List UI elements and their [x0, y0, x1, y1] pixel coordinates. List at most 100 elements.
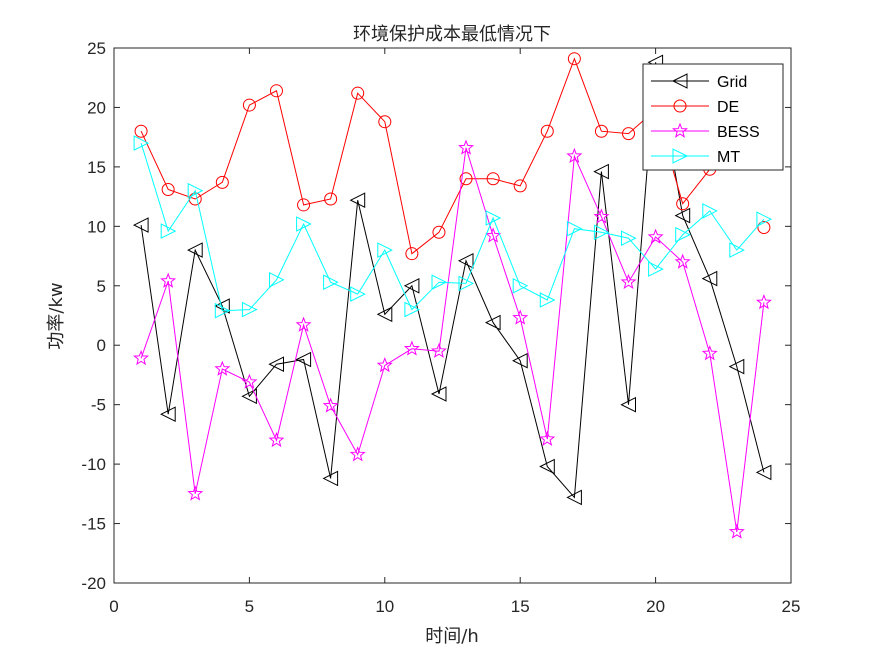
data-point-grid: [566, 489, 582, 506]
data-point-mt: [539, 292, 556, 308]
chart-title: 环境保护成本最低情况下: [353, 24, 551, 45]
x-tick-label: 0: [109, 597, 118, 616]
data-point-grid: [674, 207, 691, 224]
legend-label: MT: [717, 149, 740, 166]
data-point-mt: [269, 271, 285, 288]
legend-label: DE: [717, 99, 739, 116]
data-point-bess: [322, 397, 339, 413]
y-tick-label: 25: [87, 39, 106, 58]
data-point-mt: [648, 261, 664, 277]
data-point-bess: [701, 345, 718, 361]
data-point-mt: [621, 230, 637, 247]
data-point-grid: [349, 192, 366, 209]
data-point-de: [459, 172, 473, 186]
y-tick-label: 15: [87, 158, 106, 177]
y-tick-label: -15: [81, 515, 106, 534]
y-tick-label: 0: [97, 336, 106, 355]
data-point-de: [622, 127, 636, 141]
legend-item-grid: Grid: [651, 73, 747, 91]
data-point-bess: [728, 523, 745, 539]
data-point-de: [269, 84, 283, 98]
data-point-mt: [702, 203, 718, 219]
data-point-bess: [349, 446, 366, 462]
data-point-mt: [296, 216, 312, 232]
x-tick-label: 5: [245, 597, 254, 616]
data-point-bess: [430, 342, 447, 358]
data-point-mt: [404, 301, 421, 318]
data-point-bess: [187, 485, 204, 501]
y-tick-label: -5: [91, 396, 106, 415]
x-tick-label: 25: [782, 597, 801, 616]
legend-marker: [673, 99, 687, 113]
data-point-grid: [728, 358, 745, 375]
data-point-grid: [620, 396, 636, 413]
legend-item-bess: BESS: [651, 122, 760, 141]
data-point-mt: [350, 286, 366, 302]
data-point-mt: [458, 275, 475, 292]
data-point-grid: [295, 351, 312, 368]
axes: 0 5 10 15 20 25 -20 -15 -10 -5 0 5 10 15 20 25: [81, 39, 800, 616]
legend-box: [642, 63, 784, 171]
data-point-mt: [729, 242, 745, 258]
data-point-de: [594, 124, 608, 138]
data-point-grid: [701, 270, 718, 287]
data-point-bess: [566, 147, 583, 164]
x-axis-label: 时间/h: [425, 626, 478, 647]
data-point-de: [757, 221, 771, 235]
data-point-mt: [323, 274, 339, 291]
data-point-bess: [160, 272, 177, 288]
data-point-grid: [593, 163, 609, 180]
data-point-bess: [214, 360, 231, 376]
y-tick-label: 5: [97, 277, 106, 296]
data-point-grid: [539, 458, 555, 475]
data-point-de: [242, 98, 256, 112]
data-point-mt: [241, 301, 258, 318]
data-point-grid: [132, 217, 149, 233]
data-point-bess: [403, 340, 420, 356]
series-de: [134, 52, 771, 261]
data-point-de: [351, 86, 365, 100]
axes-box: [113, 47, 792, 584]
data-point-grid: [322, 470, 339, 487]
data-point-mt: [593, 224, 610, 241]
legend-marker: [671, 122, 689, 138]
data-point-mt: [187, 182, 204, 199]
data-point-grid: [512, 352, 528, 369]
data-point-bess: [458, 139, 475, 155]
data-point-bess: [620, 273, 637, 290]
legend: Grid DE BESS MT: [642, 63, 784, 171]
data-point-de: [324, 192, 338, 206]
legend-label: BESS: [717, 124, 760, 141]
data-point-mt: [512, 277, 529, 294]
y-tick-label: 20: [87, 98, 106, 117]
legend-item-mt: MT: [651, 148, 740, 166]
legend-item-de: DE: [651, 99, 739, 116]
data-point-bess: [376, 357, 393, 373]
data-point-de: [161, 182, 175, 196]
data-point-bess: [539, 430, 556, 446]
data-point-mt: [675, 226, 691, 243]
y-axis-label: 功率/kw: [46, 282, 67, 349]
data-point-grid: [376, 306, 393, 323]
legend-marker: [672, 148, 689, 164]
series-bess: [133, 139, 772, 539]
legend-label: Grid: [717, 74, 747, 91]
data-point-mt: [485, 210, 502, 226]
data-point-de: [513, 179, 527, 193]
data-point-grid: [187, 242, 203, 258]
legend-marker: [671, 73, 688, 89]
data-point-grid: [457, 252, 474, 269]
data-point-mt: [133, 135, 150, 151]
data-point-grid: [484, 314, 501, 331]
data-point-grid: [268, 356, 284, 373]
data-point-de: [432, 225, 446, 239]
data-point-bess: [512, 309, 529, 325]
data-point-grid: [160, 406, 176, 423]
y-tick-label: 10: [87, 217, 106, 236]
data-point-grid: [430, 386, 447, 402]
data-point-bess: [674, 253, 691, 269]
series-mt: [133, 135, 773, 319]
data-point-grid: [755, 464, 772, 481]
data-point-bess: [485, 227, 502, 243]
